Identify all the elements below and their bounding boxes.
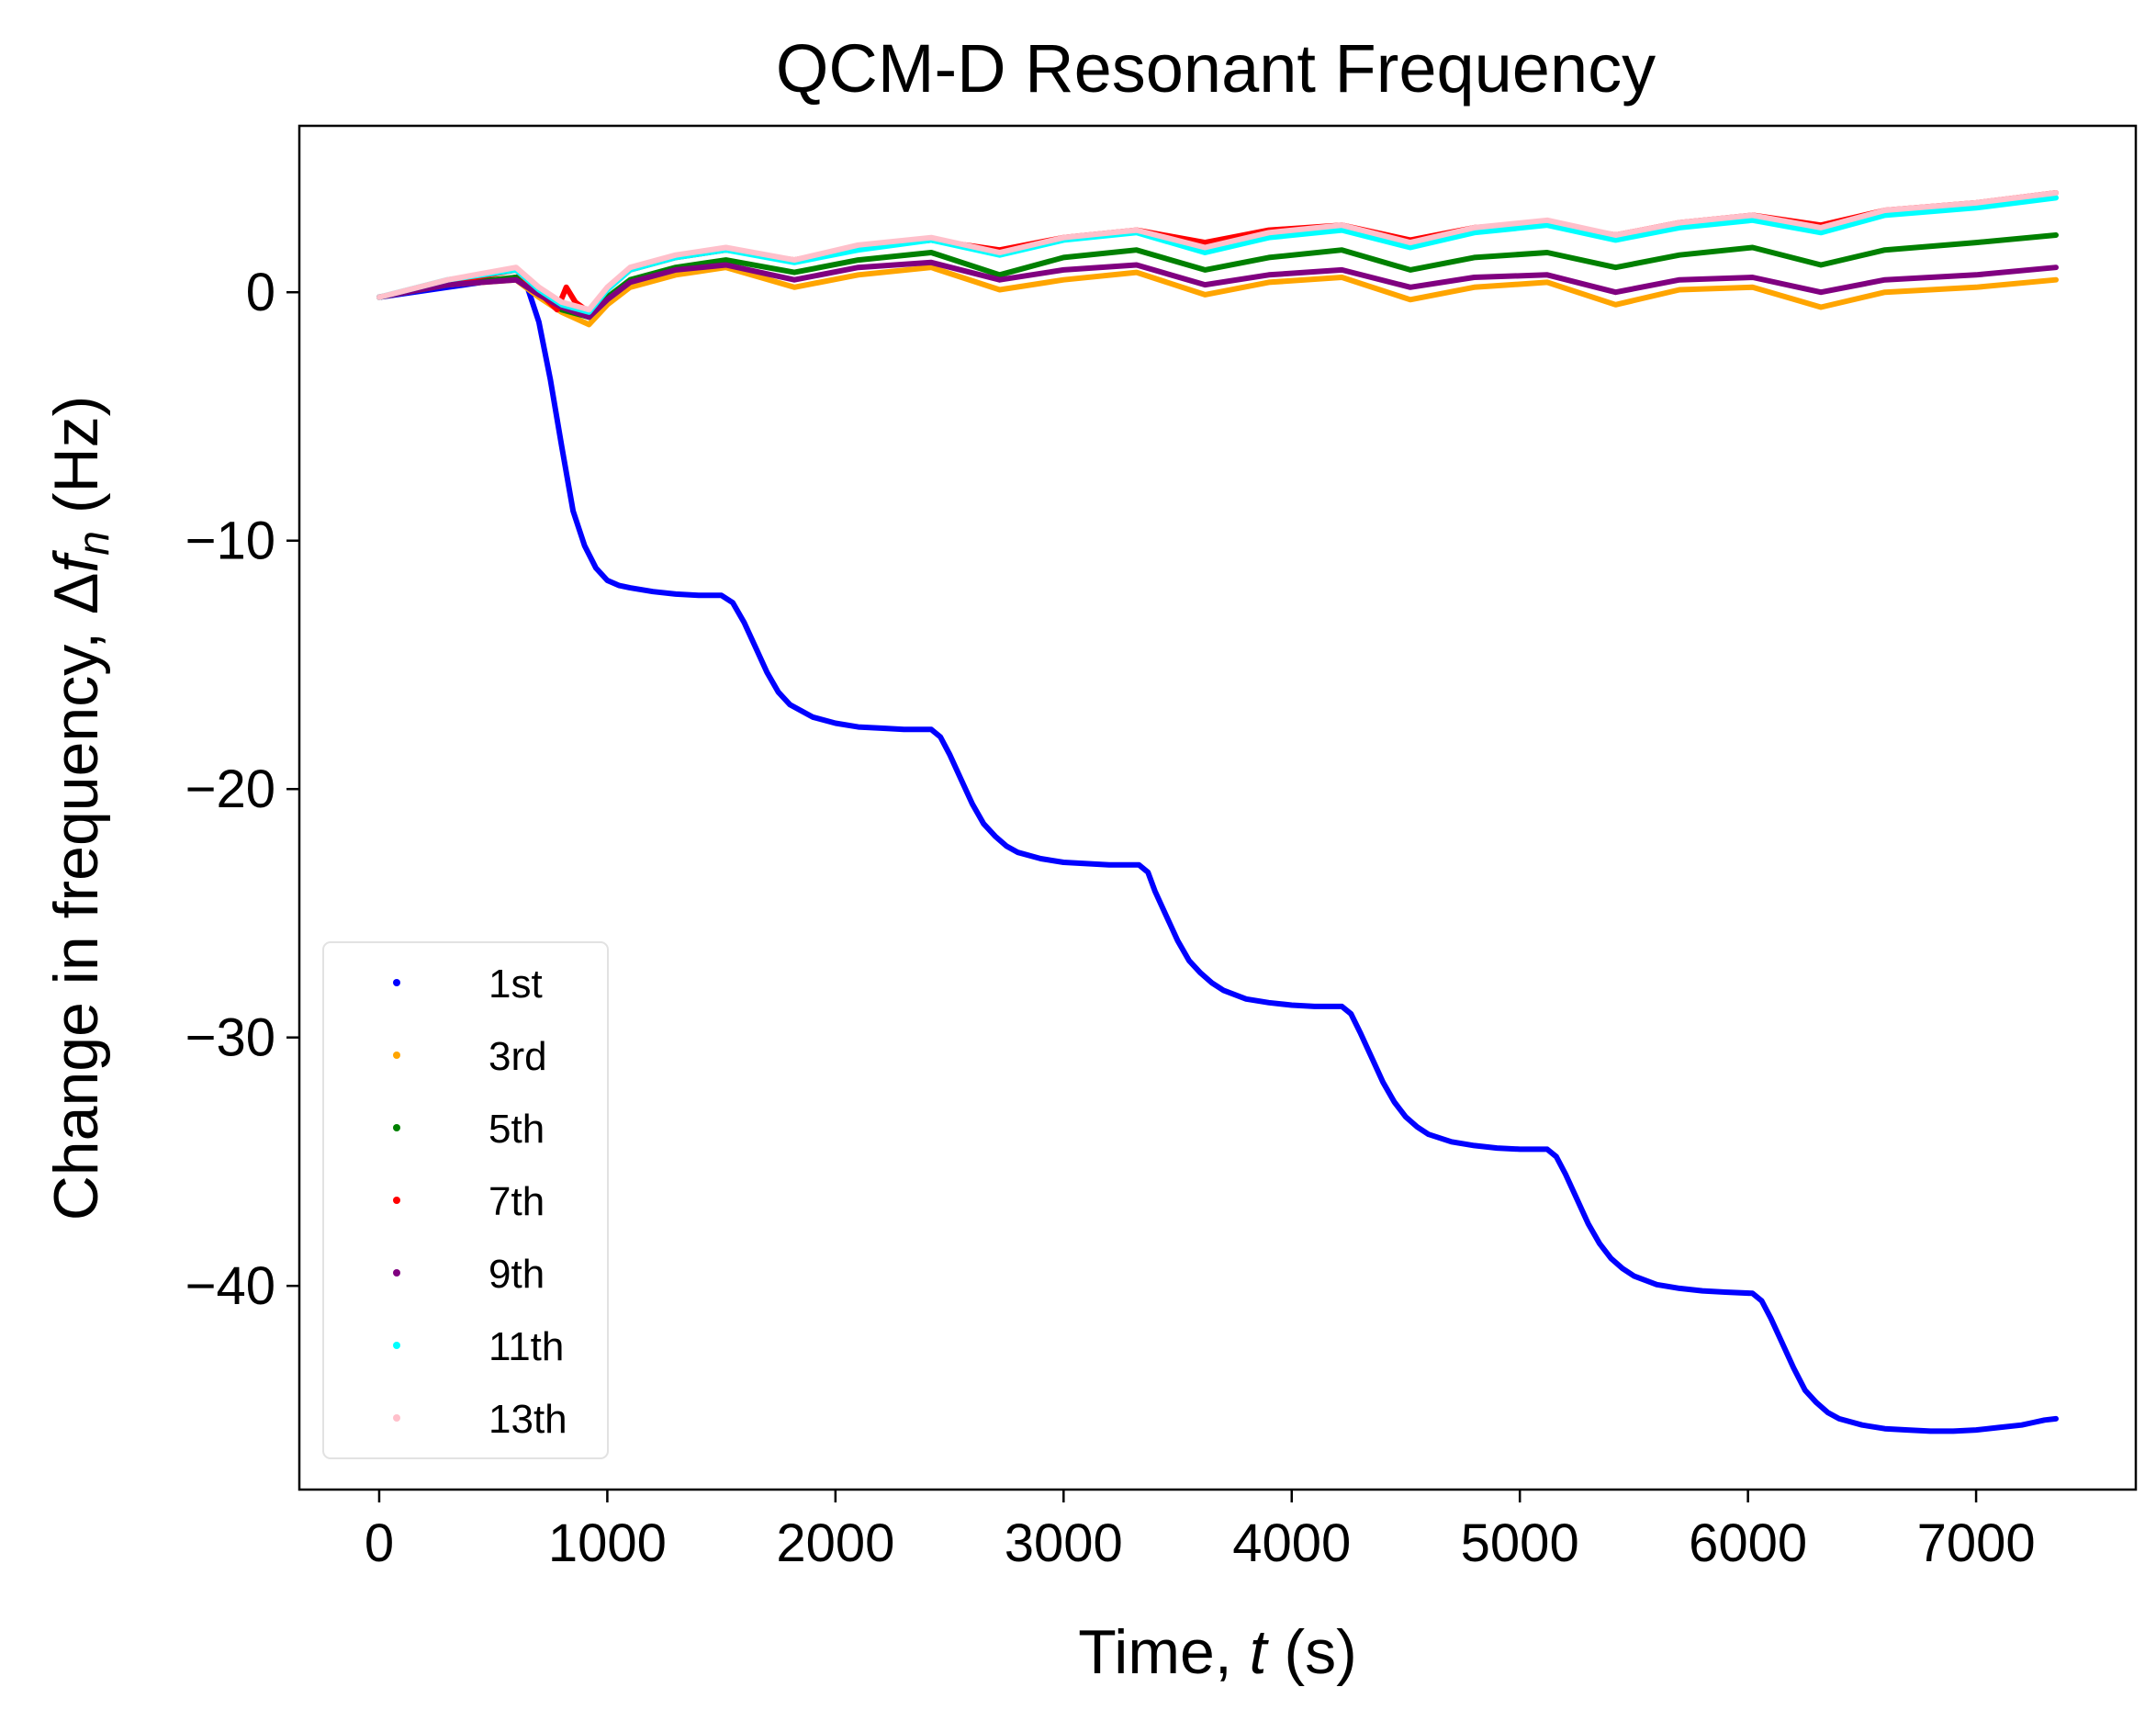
x-tick-label: 5000: [1461, 1513, 1579, 1573]
legend-marker-7th: [393, 1197, 400, 1204]
legend-label-5th: 5th: [488, 1107, 545, 1152]
legend-marker-11th: [393, 1342, 400, 1349]
x-axis: 0 1000 2000 3000 4000 5000 6000 7000: [365, 1490, 2036, 1573]
legend-label-9th: 9th: [488, 1252, 545, 1297]
plot-area: [376, 190, 2059, 1434]
y-tick-label: −10: [185, 512, 275, 571]
series-3rd-line: [376, 264, 2059, 328]
x-tick-label: 2000: [776, 1513, 894, 1573]
x-tick-label: 7000: [1917, 1513, 2036, 1573]
y-tick-label: −30: [185, 1008, 275, 1068]
legend-label-3rd: 3rd: [488, 1034, 547, 1079]
legend: 1st 3rd 5th 7th 9th 11th 13th: [322, 941, 609, 1459]
y-tick-label: −40: [185, 1256, 275, 1316]
x-tick-label: 4000: [1232, 1513, 1351, 1573]
y-axis-label-prefix: Change in frequency, Δ: [41, 573, 111, 1221]
x-axis-label-var: t: [1250, 1617, 1270, 1687]
y-axis: 0 −10 −20 −30 −40: [185, 263, 299, 1316]
x-axis-label-prefix: Time,: [1078, 1617, 1249, 1687]
series-13th-line: [376, 190, 2059, 313]
legend-label-1st: 1st: [488, 962, 543, 1007]
legend-marker-1st: [393, 979, 400, 986]
chart-title: QCM-D Resonant Frequency: [776, 30, 1656, 107]
x-tick-label: 0: [365, 1513, 394, 1573]
series-9th-line: [376, 259, 2059, 321]
x-axis-label-suffix: (s): [1267, 1617, 1357, 1687]
x-tick-label: 1000: [548, 1513, 667, 1573]
legend-box: [322, 941, 609, 1459]
legend-marker-5th: [393, 1124, 400, 1131]
series-1st-line: [376, 275, 2059, 1434]
x-tick-label: 3000: [1005, 1513, 1123, 1573]
axes-frame: [298, 124, 2138, 1491]
legend-label-11th: 11th: [488, 1324, 564, 1369]
legend-marker-13th: [393, 1414, 400, 1422]
legend-label-7th: 7th: [488, 1179, 545, 1224]
y-axis-label-sub: n: [70, 531, 118, 556]
legend-marker-3rd: [393, 1052, 400, 1059]
y-axis-label: Change in frequency, Δfn (Hz): [41, 396, 118, 1221]
y-axis-label-suffix: (Hz): [41, 396, 111, 531]
legend-marker-9th: [393, 1269, 400, 1277]
y-tick-label: −20: [185, 759, 275, 819]
y-tick-label: 0: [246, 263, 275, 322]
x-axis-label: Time, t (s): [1078, 1617, 1356, 1687]
x-tick-label: 6000: [1689, 1513, 1807, 1573]
legend-label-13th: 13th: [488, 1397, 567, 1442]
